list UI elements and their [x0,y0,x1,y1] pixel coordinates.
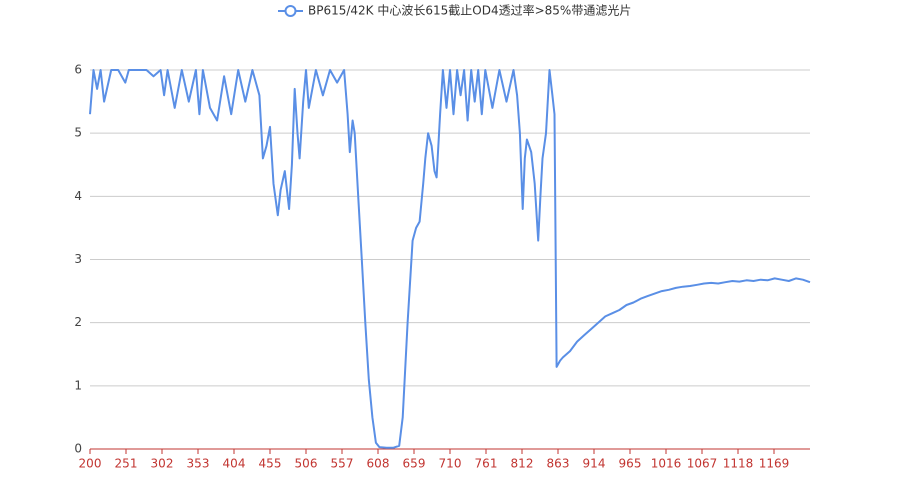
y-tick-label: 6 [74,63,82,77]
y-tick-label: 5 [74,126,82,140]
x-tick-label: 710 [439,457,462,471]
x-tick-label: 404 [223,457,246,471]
x-tick-label: 812 [511,457,534,471]
x-tick-label: 1118 [723,457,754,471]
x-tick-label: 251 [115,457,138,471]
x-tick-label: 965 [619,457,642,471]
y-tick-label: 4 [74,189,82,203]
x-tick-label: 455 [259,457,282,471]
x-tick-label: 1067 [687,457,718,471]
legend-label: BP615/42K 中心波长615截止OD4透过率>85%带通滤光片 [308,3,631,18]
x-tick-label: 608 [367,457,390,471]
y-tick-label: 0 [74,442,82,456]
x-tick-label: 1169 [759,457,790,471]
x-tick-label: 761 [475,457,498,471]
x-tick-label: 557 [331,457,354,471]
x-tick-label: 506 [295,457,318,471]
legend-icon-marker [284,5,297,17]
x-tick-label: 200 [79,457,102,471]
legend-item: BP615/42K 中心波长615截止OD4透过率>85%带通滤光片 [278,3,631,18]
x-tick-label: 1016 [651,457,682,471]
x-tick-label: 659 [403,457,426,471]
x-tick-label: 302 [151,457,174,471]
y-tick-label: 1 [74,378,82,392]
x-tick-label: 914 [583,457,606,471]
series-line [89,69,811,449]
x-tick-label: 353 [187,457,210,471]
y-tick-label: 3 [74,252,82,266]
y-tick-label: 2 [74,315,82,329]
x-tick-label: 863 [547,457,570,471]
